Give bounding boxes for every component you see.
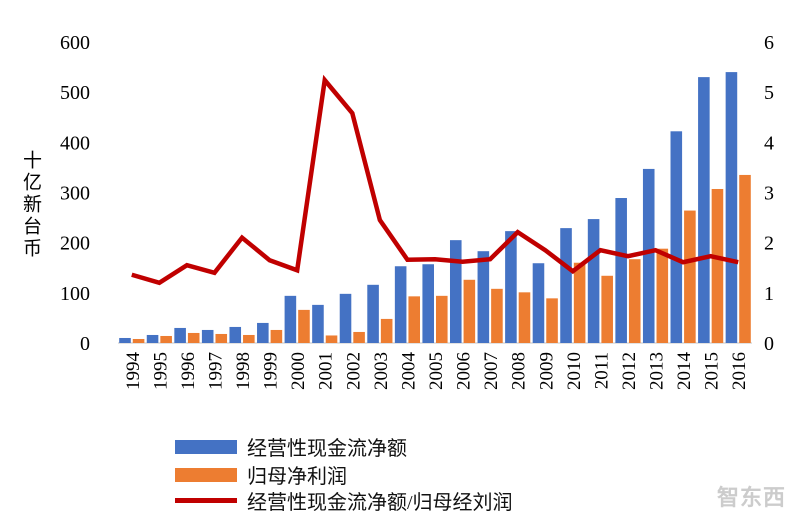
bar-profit	[628, 259, 641, 343]
legend-swatch-line	[175, 498, 237, 503]
x-tick-label: 2015	[702, 352, 723, 390]
bar-profit	[656, 248, 669, 343]
y2-tick-label: 2	[764, 233, 774, 255]
bar-cashflow	[174, 327, 186, 343]
x-tick-label: 2014	[674, 352, 695, 391]
bar-cashflow	[284, 295, 297, 343]
y-tick-label: 300	[60, 183, 90, 205]
bar-profit	[491, 288, 503, 343]
y-tick-label: 400	[60, 132, 90, 154]
bar-cashflow	[394, 266, 407, 343]
x-tick-label: 1995	[150, 352, 171, 390]
x-tick-label: 2005	[426, 352, 447, 390]
bar-cashflow	[339, 293, 352, 343]
bar-cashflow	[532, 263, 545, 343]
x-tick-label: 1997	[205, 352, 226, 390]
y-tick-label: 0	[80, 333, 90, 355]
bar-profit	[353, 331, 365, 343]
x-tick-label: 2000	[288, 352, 309, 390]
x-tick-label: 2003	[371, 352, 392, 390]
bar-cashflow	[146, 334, 159, 343]
bar-profit	[546, 298, 558, 343]
bar-cashflow	[449, 240, 462, 343]
x-tick-label: 2011	[591, 352, 612, 389]
y-tick-label: 500	[60, 82, 90, 104]
bar-cashflow	[477, 251, 490, 343]
x-tick-label: 2013	[647, 352, 668, 390]
bar-profit	[601, 275, 613, 343]
bar-profit	[243, 334, 255, 343]
y2-tick-label: 5	[764, 82, 774, 104]
bar-cashflow	[670, 131, 683, 343]
bar-cashflow	[119, 337, 131, 343]
bar-profit	[187, 332, 200, 343]
y-axis-title: 十亿新台币	[20, 150, 42, 260]
legend-item-cashflow: 经营性现金流净额	[175, 432, 407, 461]
legend-swatch-orange	[175, 467, 237, 482]
bar-cashflow	[257, 322, 269, 343]
legend-item-profit: 归母净利润	[175, 460, 347, 489]
bar-profit	[160, 335, 172, 343]
bar-profit	[711, 188, 724, 343]
bar-cashflow	[587, 219, 600, 343]
x-tick-label: 2002	[343, 352, 364, 390]
bar-profit	[518, 292, 531, 343]
x-tick-label: 2012	[619, 352, 640, 390]
bar-profit	[463, 279, 476, 343]
bar-profit	[436, 295, 448, 343]
y2-tick-label: 1	[764, 283, 774, 305]
y-tick-label: 200	[60, 233, 90, 255]
watermark: 智东西	[716, 486, 786, 511]
bar-profit	[298, 309, 310, 343]
x-tick-label: 2007	[481, 352, 502, 390]
legend-label: 归母净利润	[247, 466, 347, 488]
bar-profit	[215, 333, 228, 343]
x-tick-label: 2008	[509, 352, 530, 390]
bar-profit	[573, 262, 586, 343]
bar-cashflow	[725, 72, 738, 343]
x-tick-label: 2001	[316, 352, 337, 390]
legend-label: 经营性现金流净额/归母经刘润	[247, 492, 513, 514]
bar-profit	[684, 210, 696, 343]
bar-cashflow	[229, 326, 242, 343]
y2-tick-label: 3	[764, 183, 774, 205]
bar-cashflow	[642, 168, 655, 343]
bar-profit	[739, 174, 751, 343]
x-tick-label: 1996	[178, 352, 199, 390]
x-tick-label: 2016	[729, 352, 750, 390]
bar-cashflow	[505, 231, 517, 343]
bar-profit	[270, 329, 283, 343]
bar-cashflow	[698, 77, 710, 343]
bar-cashflow	[312, 304, 324, 343]
bar-cashflow	[560, 228, 572, 343]
x-tick-label: 2004	[398, 352, 419, 391]
y-tick-label: 600	[60, 32, 90, 54]
legend-item-ratio: 经营性现金流净额/归母经刘润	[175, 486, 513, 515]
y-tick-label: 100	[60, 283, 90, 305]
x-tick-label: 2010	[564, 352, 585, 390]
x-tick-label: 2006	[454, 352, 475, 390]
y2-tick-label: 0	[764, 333, 774, 355]
legend-label: 经营性现金流净额	[247, 438, 407, 460]
bar-cashflow	[367, 284, 379, 343]
bar-cashflow	[615, 198, 627, 343]
x-tick-label: 1998	[233, 352, 254, 390]
x-tick-label: 1999	[261, 352, 282, 390]
bar-cashflow	[201, 329, 214, 343]
x-tick-label: 1994	[123, 352, 144, 391]
y2-tick-label: 4	[764, 132, 774, 154]
bar-cashflow	[422, 264, 434, 343]
bar-profit	[325, 335, 338, 343]
bar-profit	[380, 318, 393, 343]
y2-tick-label: 6	[764, 32, 774, 54]
bar-profit	[408, 296, 421, 343]
legend-swatch-blue	[175, 439, 237, 454]
x-tick-label: 2009	[536, 352, 557, 390]
bar-profit	[132, 338, 145, 343]
